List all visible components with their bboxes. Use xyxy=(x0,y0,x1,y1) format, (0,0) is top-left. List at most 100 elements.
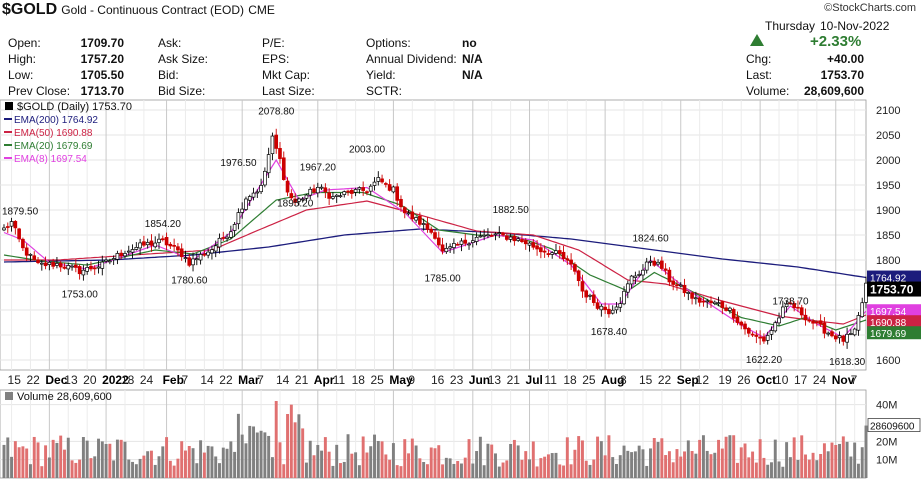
candle-body xyxy=(486,234,490,237)
quote-label: Bid Size: xyxy=(158,84,206,98)
volume-bar xyxy=(63,449,66,478)
candle-body xyxy=(516,238,520,241)
candle-body xyxy=(353,189,358,193)
volume-bar xyxy=(528,459,531,478)
candle-body xyxy=(266,154,271,174)
volume-bar xyxy=(796,459,800,478)
x-tick-label: 10 xyxy=(775,373,789,387)
candle-body xyxy=(595,302,600,309)
candle-body xyxy=(77,266,82,275)
candle-body xyxy=(660,260,664,269)
candle-body xyxy=(459,240,464,245)
ema-legend-label: EMA(8) 1697.54 xyxy=(14,154,87,165)
price-grid xyxy=(0,99,867,371)
x-tick-label: Jun xyxy=(469,373,490,387)
candle-body xyxy=(561,251,566,259)
x-tick-label: 13 xyxy=(64,373,78,387)
candle-body xyxy=(535,245,539,250)
volume-bar xyxy=(732,435,736,478)
volume-bar xyxy=(233,451,237,478)
volume-bar xyxy=(373,434,376,478)
volume-bar xyxy=(354,452,358,478)
candle-body xyxy=(391,186,396,193)
candle-body xyxy=(138,242,142,249)
candle-body xyxy=(395,186,400,201)
volume-bar xyxy=(686,440,690,478)
volume-legend-swatch xyxy=(5,392,13,400)
x-tick-label: 21 xyxy=(295,373,309,387)
volume-bar xyxy=(743,443,747,478)
volume-bar xyxy=(785,442,789,478)
volume-bar xyxy=(97,438,100,478)
volume-bar xyxy=(618,455,622,478)
candle-body xyxy=(599,305,604,311)
candle-body xyxy=(240,208,245,213)
candle-body xyxy=(361,187,365,191)
quote-value: N/A xyxy=(462,68,483,82)
candle-body xyxy=(501,232,505,236)
candle-body xyxy=(523,240,528,245)
volume-bar xyxy=(482,465,486,478)
candle-body xyxy=(210,249,214,254)
volume-bar xyxy=(365,452,369,478)
x-tick-label: 26 xyxy=(737,373,751,387)
price-last-box xyxy=(867,304,921,318)
price-last-box xyxy=(867,326,921,340)
price-annotation: 1879.50 xyxy=(2,206,39,217)
candle-body xyxy=(641,269,645,276)
candle-body xyxy=(297,198,301,202)
volume-bar xyxy=(320,450,324,478)
candle-body xyxy=(334,194,339,197)
volume-bar xyxy=(701,435,705,478)
volume-bar xyxy=(59,435,63,478)
candle-body xyxy=(678,284,683,287)
candle-body xyxy=(142,241,146,246)
volume-bar xyxy=(705,450,709,478)
volume-bar xyxy=(149,450,153,478)
candle-body xyxy=(259,185,263,193)
exchange-name: CME xyxy=(248,3,275,17)
candle-body xyxy=(66,265,71,270)
volume-bar xyxy=(240,434,244,478)
candle-body xyxy=(754,334,759,337)
volume-bar xyxy=(633,451,637,478)
volume-bar xyxy=(841,436,845,478)
volume-bar xyxy=(153,464,157,478)
volume-bar xyxy=(664,455,668,478)
volume-bar xyxy=(293,422,297,478)
x-tick-label: 7 xyxy=(851,373,858,387)
candle-body xyxy=(557,250,562,254)
candle-body xyxy=(803,314,808,321)
candle-body xyxy=(765,335,770,341)
candle-body xyxy=(440,244,445,252)
candle-body xyxy=(425,223,430,230)
candle-body xyxy=(372,181,377,186)
volume-bar xyxy=(728,435,732,478)
x-tick-label: 22 xyxy=(658,373,672,387)
volume-bar xyxy=(81,437,85,478)
candle-body xyxy=(697,297,702,303)
candle-body xyxy=(55,263,59,266)
candle-body xyxy=(712,301,717,304)
volume-bar xyxy=(444,457,448,478)
volume-bar xyxy=(698,439,702,478)
x-tick-label: Aug xyxy=(601,373,624,387)
volume-bar xyxy=(70,460,74,478)
candle-body xyxy=(202,253,207,256)
x-tick-label: 22 xyxy=(26,373,40,387)
price-annotation: 1882.50 xyxy=(493,205,530,216)
volume-bar xyxy=(441,464,445,478)
stockcharts-logo[interactable]: ©StockCharts.com xyxy=(824,2,916,14)
price-annotation: 1753.00 xyxy=(62,290,99,301)
candle-body xyxy=(421,223,426,225)
candle-body xyxy=(217,237,222,248)
x-tick-label: 15 xyxy=(8,373,22,387)
volume-bar xyxy=(800,435,804,478)
candle-body xyxy=(833,335,838,340)
candle-body xyxy=(531,242,536,248)
volume-bar xyxy=(456,461,460,478)
candle-body xyxy=(74,264,78,268)
candle-body xyxy=(100,261,105,269)
volume-bar xyxy=(577,436,581,478)
x-tick-label: 24 xyxy=(140,373,154,387)
